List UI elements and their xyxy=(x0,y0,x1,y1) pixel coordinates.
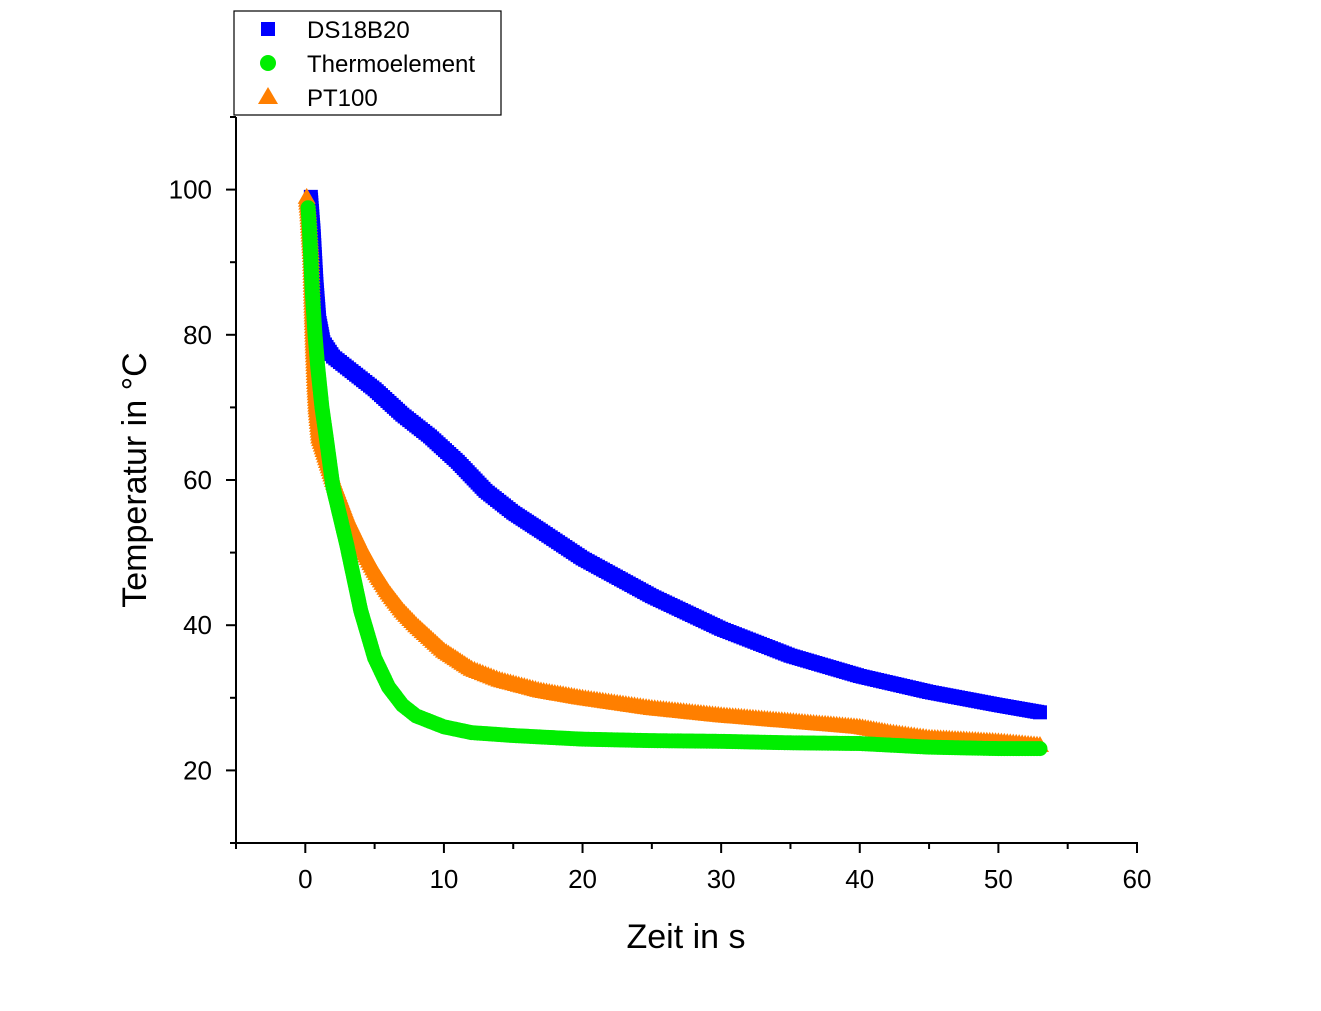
legend-swatch-circle xyxy=(260,55,276,71)
x-axis-title: Zeit in s xyxy=(626,918,745,956)
x-tick-label: 30 xyxy=(707,864,736,894)
data-point xyxy=(1032,705,1047,720)
legend-label: PT100 xyxy=(307,85,378,112)
x-tick-label: 50 xyxy=(984,864,1013,894)
x-tick-label: 0 xyxy=(298,864,312,894)
axes: 0 10 20 30 40 50 60 20 40 60 80 100 xyxy=(169,116,1152,894)
x-tick-label: 10 xyxy=(429,864,458,894)
legend-swatch-triangle xyxy=(258,87,278,104)
legend-label: Thermoelement xyxy=(307,51,475,78)
x-tick-label: 60 xyxy=(1123,864,1152,894)
y-tick-label: 60 xyxy=(183,465,212,495)
legend-box xyxy=(233,10,502,116)
series-ds18b20 xyxy=(303,189,1047,720)
x-tick-label: 40 xyxy=(845,864,874,894)
plot-area xyxy=(297,187,1049,757)
series-thermoelement xyxy=(300,200,1048,757)
y-axis-title: Temperatur in °C xyxy=(116,352,154,607)
y-tick-label: 40 xyxy=(183,610,212,640)
x-tick-label: 20 xyxy=(568,864,597,894)
series-pt100 xyxy=(297,187,1049,752)
legend-swatch-square xyxy=(261,22,275,36)
legend: DS18B20 Thermoelement PT100 xyxy=(233,10,502,116)
legend-label: DS18B20 xyxy=(307,17,410,44)
y-tick-label: 80 xyxy=(183,320,212,350)
data-point xyxy=(1032,741,1048,757)
y-tick-label: 20 xyxy=(183,755,212,785)
y-tick-label: 100 xyxy=(169,175,212,205)
